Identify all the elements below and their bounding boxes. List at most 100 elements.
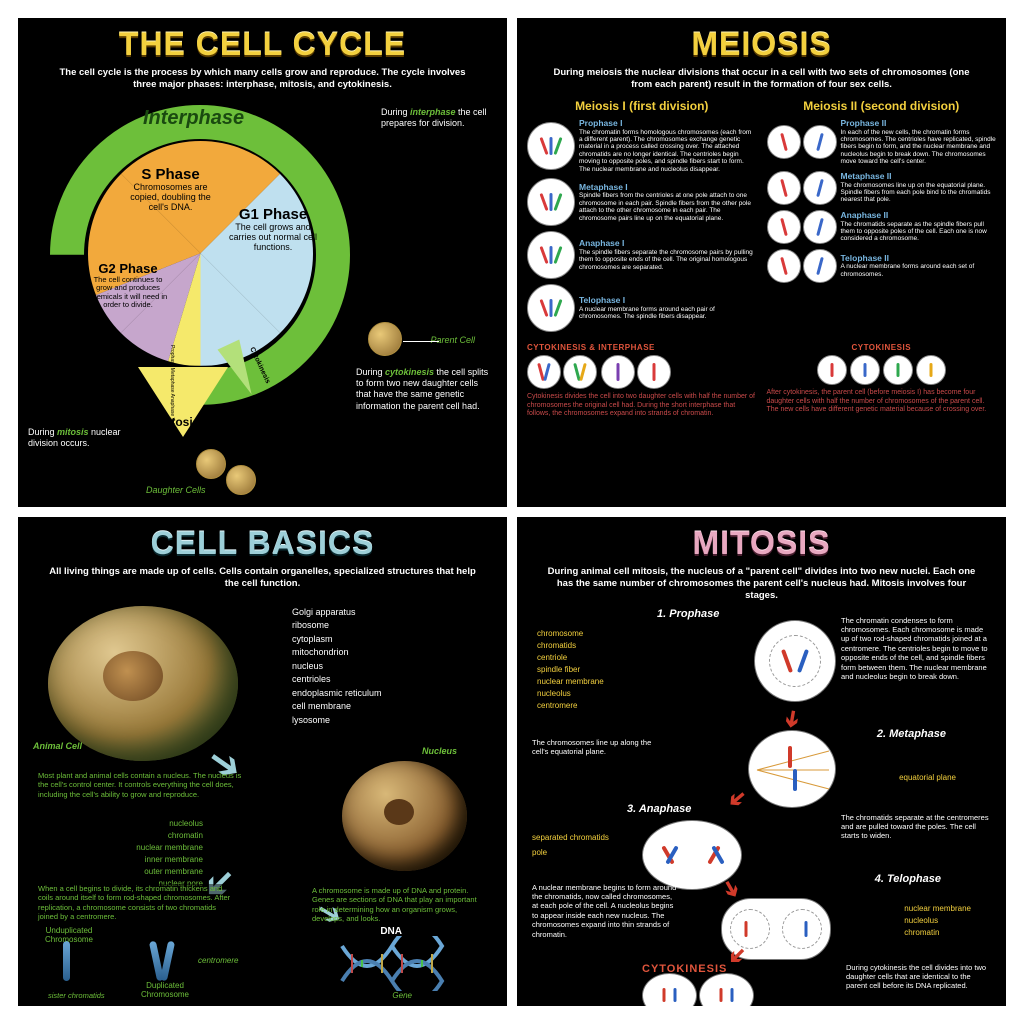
telophase-parts: nuclear membranenucleoluschromatin — [904, 903, 971, 939]
meiosis-panel: MEIOSIS During meiosis the nuclear divis… — [517, 18, 1006, 507]
meiosis-title: MEIOSIS — [527, 26, 996, 63]
chrom-note: When a cell begins to divide, its chroma… — [38, 884, 238, 922]
meiosis-phase-row: Anaphase IIThe chromatids separate as th… — [767, 210, 997, 244]
cyto-inter-cells — [527, 355, 597, 389]
meiosis-phase-row: Telophase IA nuclear membrane forms arou… — [527, 284, 757, 332]
meiosis-foot2: After cytokinesis, the parent cell (befo… — [767, 389, 997, 414]
organelle-item: ribosome — [268, 619, 382, 633]
meiosis-phase-row: Metaphase ISpindle fibers from the centr… — [527, 178, 757, 226]
g1-label: G1 PhaseThe cell grows and carries out n… — [223, 207, 323, 253]
organelle-item: centrioles — [268, 673, 382, 687]
nucleus-parts-list: nucleoluschromatinnuclear membraneinner … — [53, 818, 203, 890]
organelle-item: cell membrane — [268, 700, 382, 714]
organelle-item: lysosome — [268, 714, 382, 728]
prophase-parts: chromosomechromatids centriolespindle fi… — [537, 628, 604, 712]
cyto-cell-1-icon — [642, 973, 697, 1006]
nucleus-part-item: nucleolus — [53, 818, 203, 830]
dup-label: Duplicated Chromosome — [130, 981, 200, 999]
organelle-item: mitochondrion — [268, 646, 382, 660]
telophase-text: A nuclear membrane begins to form around… — [532, 883, 677, 939]
anaphase-text: The chromatids separate at the centromer… — [841, 813, 991, 841]
mitosis-note: During mitosis nuclear division occurs. — [28, 427, 133, 450]
prophase-label: 1. Prophase — [657, 608, 719, 620]
telophase-label: 4. Telophase — [875, 873, 941, 885]
anaphase-label: 3. Anaphase — [627, 803, 691, 815]
undup-label: Unduplicated Chromosome — [34, 926, 104, 944]
nucleus-note: Most plant and animal cells contain a nu… — [38, 771, 248, 799]
organelle-list: Golgi apparatusribosomecytoplasmmitochon… — [268, 606, 382, 728]
cytokinesis-label: CYTOKINESIS — [642, 963, 727, 975]
cell-cycle-subtitle: The cell cycle is the process by which m… — [47, 67, 478, 91]
meiosis-col2-header: Meiosis II (second division) — [767, 99, 997, 113]
meiosis-subtitle: During meiosis the nuclear divisions tha… — [546, 67, 977, 91]
dna-icon — [337, 936, 447, 996]
pole-label: pole — [532, 848, 547, 857]
dup-chrom-icon — [153, 941, 171, 981]
metaphase-cell-icon — [748, 730, 836, 808]
prophase-cell-icon — [754, 620, 836, 702]
nucleus-part-item: nuclear membrane — [53, 842, 203, 854]
cytokinesis-text: During cytokinesis the cell divides into… — [846, 963, 991, 991]
organelle-item: cytoplasm — [268, 633, 382, 647]
cell-basics-title: CELL BASICS — [28, 525, 497, 562]
interphase-note: During interphase the cell prepares for … — [381, 107, 491, 130]
dna-note: A chromosome is made up of DNA and prote… — [312, 886, 487, 924]
cyto-inter-label: CYTOKINESIS & INTERPHASE — [527, 343, 757, 352]
arrow-meta-ana: ➔ — [721, 783, 752, 815]
g2-label: G2 PhaseThe cell continues to grow and p… — [88, 262, 168, 309]
mitosis-subtitle: During animal cell mitosis, the nucleus … — [546, 566, 977, 602]
cyto-inter-cells-2 — [601, 355, 671, 389]
nucleolus-icon — [384, 799, 414, 825]
cyto-cell-2-icon — [699, 973, 754, 1006]
meiosis-phase-row: Telophase IIA nuclear membrane forms aro… — [767, 249, 997, 283]
cell-basics-panel: CELL BASICS All living things are made u… — [18, 517, 507, 1006]
meiosis-col1-header: Meiosis I (first division) — [527, 99, 757, 113]
arrow-pro-meta: ➔ — [777, 707, 806, 730]
organelle-item: Golgi apparatus — [268, 606, 382, 620]
cell-cycle-diagram: Interphase G1 PhaseThe cell grows and ca… — [28, 97, 497, 507]
sister-chromatids-label: sister chromatids — [48, 991, 105, 1000]
equatorial-plane-label: equatorial plane — [899, 773, 956, 782]
parent-leader — [403, 341, 439, 342]
anaphase-cell-icon — [642, 820, 742, 890]
mitosis-title: MITOSIS — [527, 525, 996, 562]
meiosis-phase-row: Metaphase IIThe chromosomes line up on t… — [767, 171, 997, 205]
sep-chromatids-label: separated chromatids — [532, 833, 609, 842]
metaphase-label: 2. Metaphase — [877, 728, 946, 740]
meiosis-phase-row: Anaphase IThe spindle fibers separate th… — [527, 231, 757, 279]
nucleus-part-item: chromatin — [53, 830, 203, 842]
parent-cell-icon — [368, 322, 402, 356]
undup-chrom-icon — [63, 941, 70, 981]
cyto-label-2: CYTOKINESIS — [767, 343, 997, 352]
mitosis-panel: MITOSIS During animal cell mitosis, the … — [517, 517, 1006, 1006]
daughter-2-icon — [226, 465, 256, 495]
cell-basics-diagram: Animal Cell Golgi apparatusribosomecytop… — [28, 596, 497, 1006]
meiosis-col1: Prophase IThe chromatin forms homologous… — [527, 119, 757, 338]
prophase-text: The chromatin condenses to form chromoso… — [841, 616, 991, 682]
meiosis-phase-row: Prophase IIIn each of the new cells, the… — [767, 119, 997, 166]
daughter-1-icon — [196, 449, 226, 479]
mitosis-sublabels: Prophase Metaphase Anaphase Telophase — [168, 345, 175, 440]
daughter-cells-label: Daughter Cells — [146, 485, 206, 495]
meiosis-grid: Meiosis I (first division) Meiosis II (s… — [527, 97, 996, 419]
animal-cell-icon — [48, 606, 238, 761]
nucleus-label: Nucleus — [422, 746, 457, 756]
meiosis-foot1: Cytokinesis divides the cell into two da… — [527, 393, 757, 418]
meiosis-col2: Prophase IIIn each of the new cells, the… — [767, 119, 997, 338]
cyto-four-cells — [767, 355, 997, 385]
mitosis-diagram: 1. Prophase The chromatin condenses to f… — [527, 608, 996, 1006]
nucleus-part-item: outer membrane — [53, 866, 203, 878]
cell-cycle-title: THE CELL CYCLE — [28, 26, 497, 63]
interphase-label: Interphase — [143, 107, 244, 130]
cell-cycle-panel: THE CELL CYCLE The cell cycle is the pro… — [18, 18, 507, 507]
dna-label: DNA — [380, 926, 402, 937]
organelle-item: endoplasmic reticulum — [268, 687, 382, 701]
parent-cell-label: Parent Cell — [430, 335, 475, 345]
centromere-label: centromere — [198, 956, 238, 965]
organelle-item: nucleus — [268, 660, 382, 674]
meiosis-phase-row: Prophase IThe chromatin forms homologous… — [527, 119, 757, 174]
animal-cell-label: Animal Cell — [33, 741, 82, 751]
nucleus-icon — [342, 761, 467, 871]
s-label: S PhaseChromosomes are copied, doubling … — [123, 167, 218, 213]
gene-label: Gene — [392, 991, 412, 1000]
